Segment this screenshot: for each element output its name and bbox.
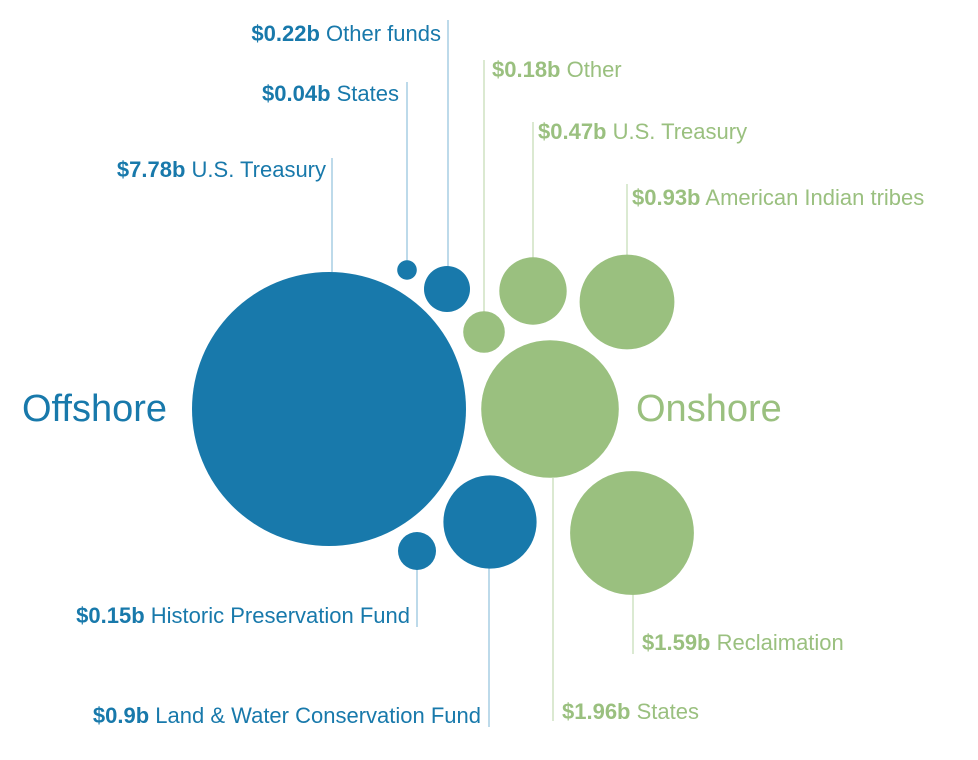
- offshore-group-label: Offshore: [22, 388, 167, 430]
- offshore-other-funds-bubble: [424, 266, 470, 312]
- onshore-reclaimation-amount: $1.59b: [642, 630, 711, 655]
- onshore-u-s-treasury-description: U.S. Treasury: [607, 119, 748, 144]
- offshore-u-s-treasury-label: $7.78b U.S. Treasury: [117, 157, 326, 182]
- onshore-group-label: Onshore: [636, 388, 782, 430]
- onshore-american-indian-tribes-description: American Indian tribes: [701, 185, 925, 210]
- onshore-american-indian-tribes-bubble: [579, 254, 675, 350]
- onshore-u-s-treasury-amount: $0.47b: [538, 119, 607, 144]
- offshore-historic-preservation-fund-amount: $0.15b: [76, 603, 145, 628]
- onshore-states-amount: $1.96b: [562, 699, 631, 724]
- offshore-historic-preservation-fund-label: $0.15b Historic Preservation Fund: [76, 603, 410, 628]
- onshore-other-amount: $0.18b: [492, 57, 561, 82]
- onshore-states-description: States: [631, 699, 699, 724]
- onshore-other-description: Other: [561, 57, 622, 82]
- offshore-other-funds-amount: $0.22b: [251, 21, 320, 46]
- offshore-u-s-treasury-bubble: [192, 272, 466, 546]
- bubbles: [192, 254, 694, 595]
- onshore-american-indian-tribes-amount: $0.93b: [632, 185, 701, 210]
- onshore-reclaimation-bubble: [570, 471, 694, 595]
- group-labels: Offshore Onshore: [22, 388, 782, 430]
- onshore-states-bubble: [481, 340, 619, 478]
- onshore-reclaimation-description: Reclaimation: [711, 630, 844, 655]
- onshore-u-s-treasury-label: $0.47b U.S. Treasury: [538, 119, 747, 144]
- offshore-other-funds-label: $0.22b Other funds: [251, 21, 441, 46]
- offshore-states-amount: $0.04b: [262, 81, 331, 106]
- offshore-land-water-conservation-fund-amount: $0.9b: [93, 703, 149, 728]
- offshore-land-water-conservation-fund-description: Land & Water Conservation Fund: [149, 703, 481, 728]
- offshore-states-label: $0.04b States: [262, 81, 399, 106]
- onshore-states-label: $1.96b States: [562, 699, 699, 724]
- offshore-land-water-conservation-fund-bubble: [443, 475, 537, 569]
- onshore-u-s-treasury-bubble: [499, 257, 567, 325]
- offshore-u-s-treasury-description: U.S. Treasury: [185, 157, 326, 182]
- offshore-land-water-conservation-fund-label: $0.9b Land & Water Conservation Fund: [93, 703, 481, 728]
- onshore-other-label: $0.18b Other: [492, 57, 622, 82]
- offshore-states-bubble: [397, 260, 417, 280]
- offshore-states-description: States: [331, 81, 399, 106]
- onshore-other-bubble: [463, 311, 505, 353]
- offshore-historic-preservation-fund-description: Historic Preservation Fund: [145, 603, 410, 628]
- offshore-historic-preservation-fund-bubble: [398, 532, 436, 570]
- offshore-other-funds-description: Other funds: [320, 21, 441, 46]
- bubble-labels: $7.78b U.S. Treasury $0.04b States $0.22b …: [76, 21, 924, 728]
- onshore-american-indian-tribes-label: $0.93b American Indian tribes: [632, 185, 924, 210]
- leader-lines: [331, 20, 634, 727]
- offshore-u-s-treasury-amount: $7.78b: [117, 157, 186, 182]
- onshore-reclaimation-label: $1.59b Reclaimation: [642, 630, 844, 655]
